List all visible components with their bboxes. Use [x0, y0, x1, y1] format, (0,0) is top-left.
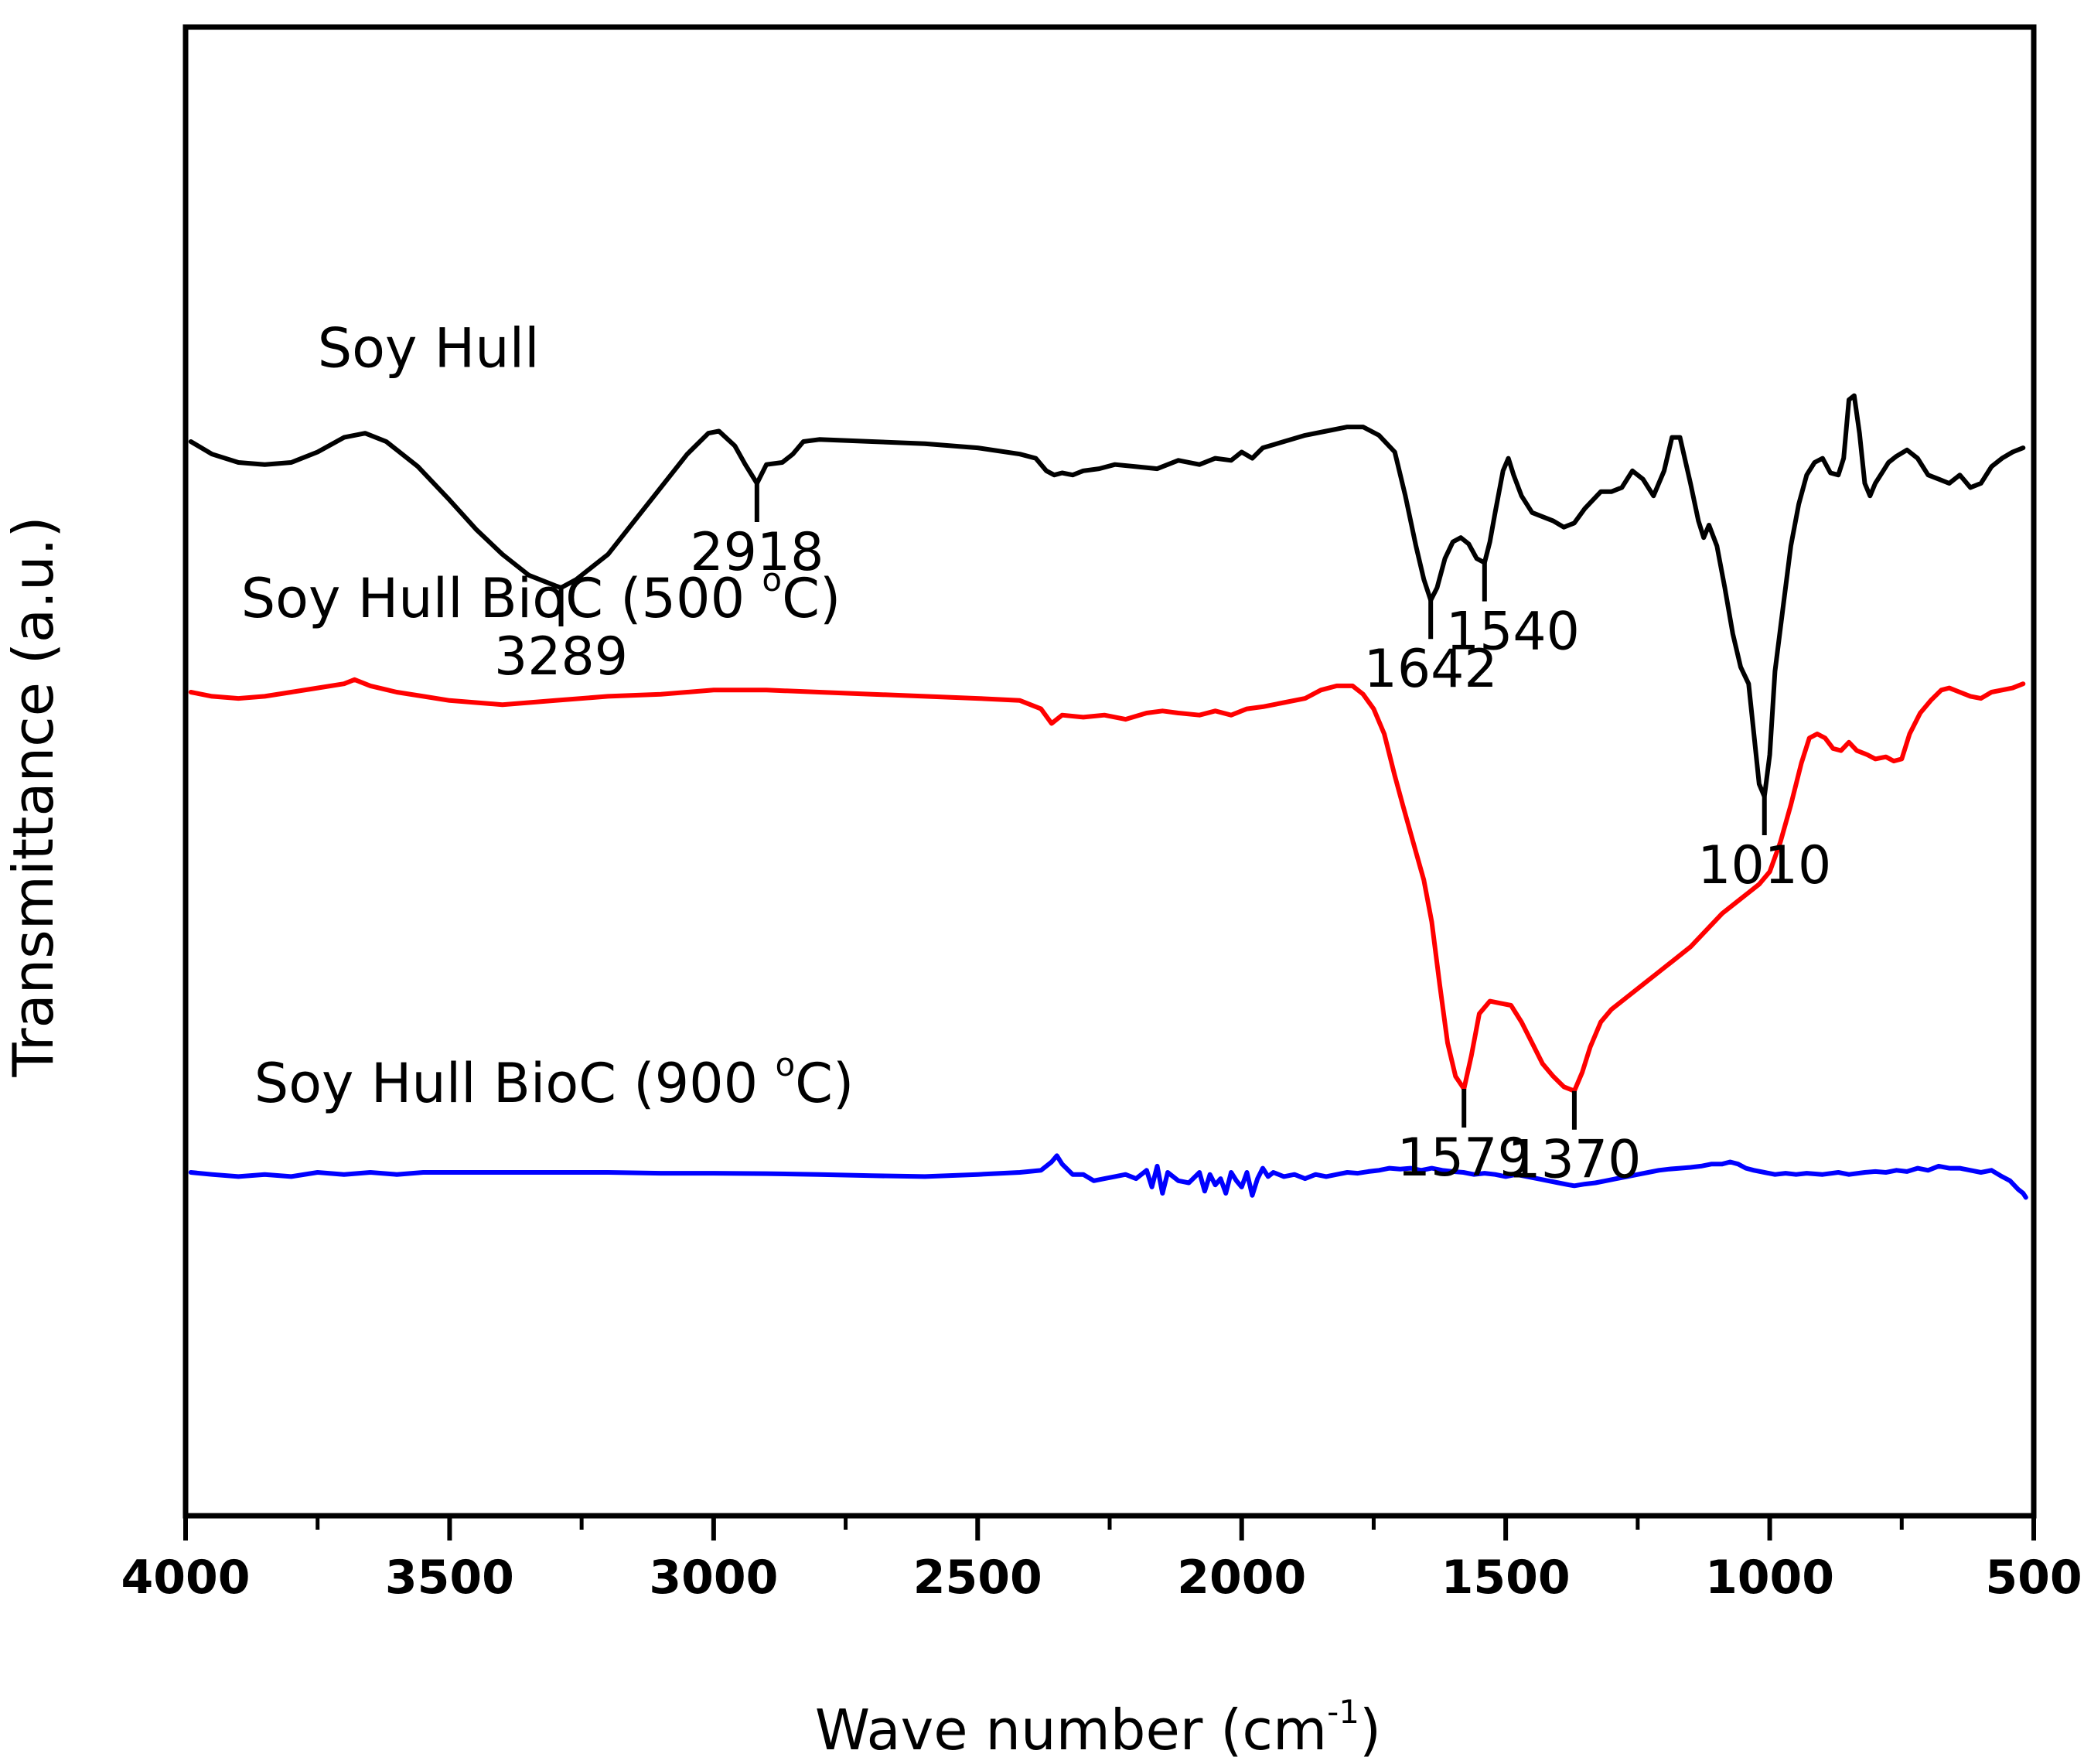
peak-label: 1579 [1397, 1128, 1531, 1189]
x-tick-label: 500 [1985, 1551, 2082, 1605]
peak-label: 1642 [1364, 639, 1498, 700]
x-tick-label: 1000 [1705, 1551, 1834, 1605]
peak-label: 1540 [1446, 602, 1580, 663]
x-axis-label-close: ) [1359, 1697, 1381, 1762]
series-lines [188, 393, 2028, 1200]
peak-label: 3289 [494, 626, 628, 688]
series-label-1: Soy Hull BioC (500 oC) [241, 561, 841, 630]
peak-label: 1010 [1697, 835, 1831, 896]
y-axis-label: Transmittance (a.u.) [1, 516, 66, 1077]
degree-symbol: o [775, 1046, 795, 1083]
series-label-text: Soy Hull [318, 317, 540, 380]
peak-label: 1370 [1507, 1130, 1641, 1191]
series-label-2: Soy Hull BioC (900 oC) [254, 1046, 854, 1115]
series-line-0 [188, 393, 2026, 799]
peak-label: 2918 [690, 522, 824, 583]
x-tick-label: 2500 [913, 1551, 1042, 1605]
x-tick-label: 3500 [385, 1551, 514, 1605]
series-label-0: Soy Hull [318, 317, 540, 380]
x-axis-label-superscript: -1 [1327, 1693, 1359, 1731]
x-tick-label: 4000 [121, 1551, 251, 1605]
series-label-text: Soy Hull BioC (500 [241, 567, 762, 630]
x-tick-label: 3000 [649, 1551, 778, 1605]
x-tick-label: 2000 [1177, 1551, 1306, 1605]
x-tick-label: 1500 [1441, 1551, 1571, 1605]
series-label-unit: C) [782, 567, 841, 630]
series-line-1 [188, 677, 2026, 1094]
x-axis-ticks: 4000 3500 3000 2500 2000 1500 1000 500 [121, 1516, 2082, 1605]
degree-symbol: o [762, 561, 782, 599]
series-label-unit: C) [795, 1052, 854, 1115]
x-axis-label: Wave number (cm-1) [815, 1693, 1381, 1762]
series-label-text: Soy Hull BioC (900 [254, 1052, 776, 1115]
series-line-2 [188, 1153, 2028, 1200]
x-axis-label-main: Wave number (cm [815, 1697, 1327, 1762]
